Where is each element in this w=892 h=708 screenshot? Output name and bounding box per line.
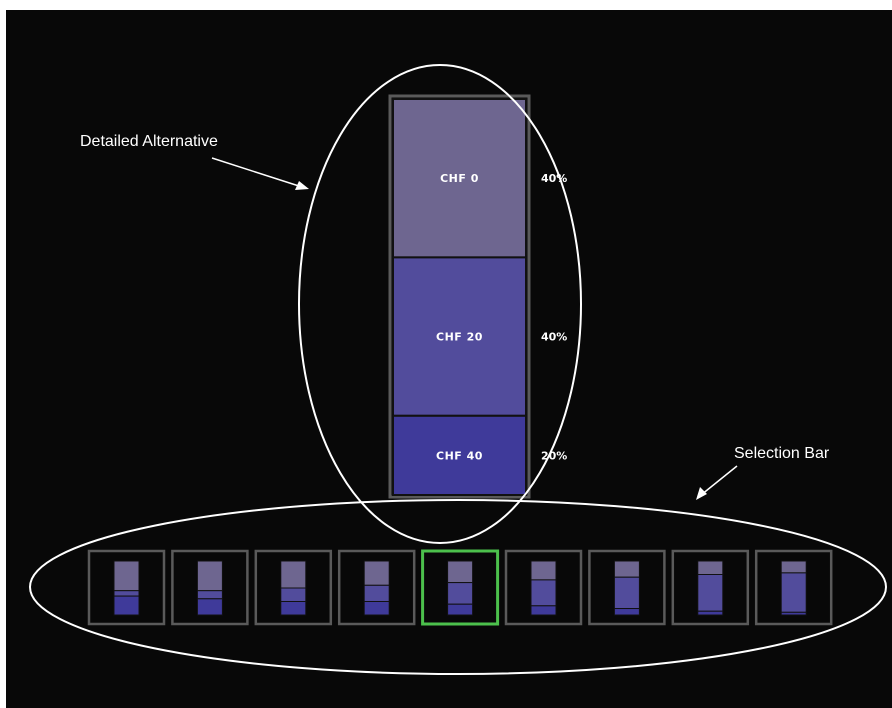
detail-bar-frame [388, 94, 531, 499]
selection-bar-arrow-line [700, 465, 738, 496]
selection-mini-segment [196, 598, 223, 616]
detail-segment [392, 256, 527, 417]
selection-mini-segment [613, 576, 640, 610]
selection-mini-segment [530, 579, 557, 607]
selection-mini-segment [780, 611, 807, 616]
selection-mini-segment [530, 560, 557, 581]
selection-bar-arrow-head [696, 487, 707, 500]
detailed-alternative-label: Detailed Alternative [80, 133, 218, 150]
selection-mini-segment [280, 560, 307, 589]
detailed-alternative-ellipse [298, 64, 582, 544]
detail-segment [392, 98, 527, 259]
selection-frame-selected[interactable] [421, 549, 500, 626]
detail-segment-percent: 40% [541, 331, 567, 344]
selection-frame[interactable] [254, 549, 333, 626]
selection-frame[interactable] [171, 549, 249, 626]
selection-mini-segment [113, 590, 140, 597]
selection-mini-segment [613, 560, 640, 578]
detail-segment-label: CHF 0 [440, 172, 479, 185]
selection-mini-segment [196, 560, 223, 592]
detail-bar: CHF 0 40% CHF 20 40% CHF 40 20% [392, 98, 567, 496]
selection-mini-segment [447, 560, 474, 584]
detail-segment [392, 414, 527, 496]
detail-segment-label: CHF 20 [436, 331, 483, 344]
selection-mini-segment [280, 587, 307, 602]
selection-mini-segment [447, 582, 474, 605]
selection-mini-segment [363, 601, 390, 616]
selection-mini-segment [363, 560, 390, 586]
detailed-alternative-arrow-head [295, 181, 309, 190]
selection-mini-segment [363, 584, 390, 602]
selection-bar-label: Selection Bar [734, 445, 830, 462]
selection-frame[interactable] [671, 549, 750, 626]
selection-bar [87, 549, 833, 626]
selection-mini-segment [113, 560, 140, 592]
selection-mini-segment [697, 560, 724, 575]
selection-mini-segment [780, 560, 807, 574]
selection-frame[interactable] [337, 549, 416, 626]
detail-segment-percent: 20% [541, 449, 567, 462]
detail-segment-percent: 40% [541, 172, 567, 185]
selection-mini-segment [613, 608, 640, 616]
selection-mini-segment [280, 601, 307, 616]
selection-mini-segment [780, 572, 807, 613]
selection-mini-segment [530, 605, 557, 616]
selection-mini-segment [447, 603, 474, 616]
selection-mini-segment [113, 595, 140, 616]
selection-frame[interactable] [87, 549, 166, 626]
selection-frame[interactable] [588, 549, 666, 626]
selection-mini-segment [697, 610, 724, 616]
selection-mini-segment [697, 574, 724, 612]
selection-bar-ellipse [29, 499, 887, 675]
selection-frame[interactable] [754, 549, 833, 626]
selection-frame[interactable] [504, 549, 583, 626]
selection-mini-segment [196, 590, 223, 600]
detail-segment-label: CHF 40 [436, 449, 483, 462]
detailed-alternative-arrow-line [211, 157, 303, 188]
